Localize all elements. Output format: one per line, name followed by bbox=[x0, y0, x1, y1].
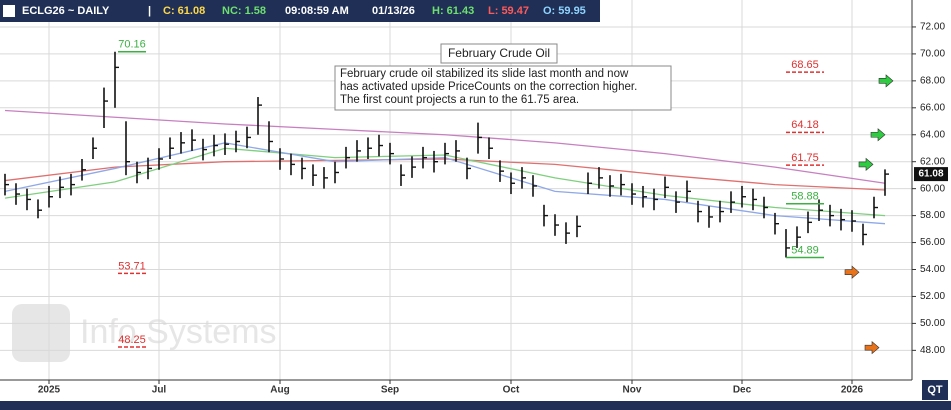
title-box bbox=[440, 43, 558, 64]
y-tick-label: 56.00 bbox=[920, 237, 945, 248]
level-label: 53.71 bbox=[118, 260, 146, 272]
header-open: O: 59.95 bbox=[543, 5, 586, 17]
watermark: Info Systems bbox=[12, 304, 277, 362]
x-tick-label: Sep bbox=[381, 385, 399, 396]
y-tick-label: 48.00 bbox=[920, 345, 945, 356]
annotation-line: February crude oil stabilized its slide … bbox=[340, 68, 629, 80]
header-separator: | bbox=[148, 5, 151, 17]
header-net-change: NC: 1.58 bbox=[222, 5, 266, 17]
level-label: 48.25 bbox=[118, 334, 146, 346]
logo-box bbox=[922, 380, 948, 400]
x-tick-label: Nov bbox=[623, 385, 642, 396]
y-tick-label: 54.00 bbox=[920, 264, 945, 275]
y-tick-label: 60.00 bbox=[920, 183, 945, 194]
y-tick-label: 68.00 bbox=[920, 75, 945, 86]
plot: 48.00 50.00 52.00 54.00 56.00 58.00 60.00 62.00… bbox=[0, 0, 948, 396]
chart-title: February Crude Oil bbox=[448, 46, 550, 60]
level-label: 58.88 bbox=[791, 191, 819, 203]
level-label: 64.18 bbox=[791, 119, 819, 131]
y-tick-label: 66.00 bbox=[920, 102, 945, 113]
arrow bbox=[870, 128, 886, 142]
header-icon bbox=[3, 5, 15, 17]
header-bar bbox=[0, 0, 600, 22]
watermark-logo bbox=[12, 304, 70, 362]
level-label: 70.16 bbox=[118, 39, 146, 51]
y-tick-label: 50.00 bbox=[920, 318, 945, 329]
annotation-line: has activated upside PriceCounts on the … bbox=[340, 81, 637, 93]
last-price-label: 61.08 bbox=[918, 169, 943, 180]
arrow bbox=[864, 341, 880, 355]
y-tick-label: 64.00 bbox=[920, 129, 945, 140]
header-time: 09:08:59 AM bbox=[285, 5, 349, 17]
arrow bbox=[878, 74, 894, 88]
y-tick-label: 70.00 bbox=[920, 49, 945, 60]
y-tick-label: 52.00 bbox=[920, 291, 945, 302]
x-tick-label: Dec bbox=[733, 385, 752, 396]
level-label: 68.65 bbox=[791, 59, 819, 71]
x-tick-label: 2026 bbox=[841, 385, 864, 396]
last-price-box bbox=[914, 167, 948, 182]
x-tick-label: Oct bbox=[503, 385, 520, 396]
header-low: L: 59.47 bbox=[488, 5, 529, 17]
header-close: C: 61.08 bbox=[163, 5, 205, 17]
level-label: 61.75 bbox=[791, 152, 819, 164]
y-tick-label: 62.00 bbox=[920, 156, 945, 167]
level-label: 54.89 bbox=[791, 244, 819, 256]
y-tick-label: 72.00 bbox=[920, 22, 945, 33]
header-date: 01/13/26 bbox=[372, 5, 415, 17]
footer-bar bbox=[0, 401, 951, 410]
annotation-box bbox=[334, 65, 672, 111]
y-tick-label: 58.00 bbox=[920, 210, 945, 221]
x-tick-label: 2025 bbox=[38, 385, 61, 396]
annotation-line: The first count projects a run to the 61… bbox=[340, 94, 579, 106]
logo: QT bbox=[927, 384, 943, 396]
moving-average bbox=[4, 109, 886, 184]
arrow bbox=[858, 157, 874, 172]
x-tick-label: Aug bbox=[270, 385, 289, 396]
header-high: H: 61.43 bbox=[432, 5, 474, 17]
watermark-text: Info Systems bbox=[80, 313, 277, 351]
header-symbol: ECLG26 ~ DAILY bbox=[22, 5, 110, 17]
x-tick-label: Jul bbox=[152, 385, 167, 396]
arrow bbox=[844, 265, 860, 279]
